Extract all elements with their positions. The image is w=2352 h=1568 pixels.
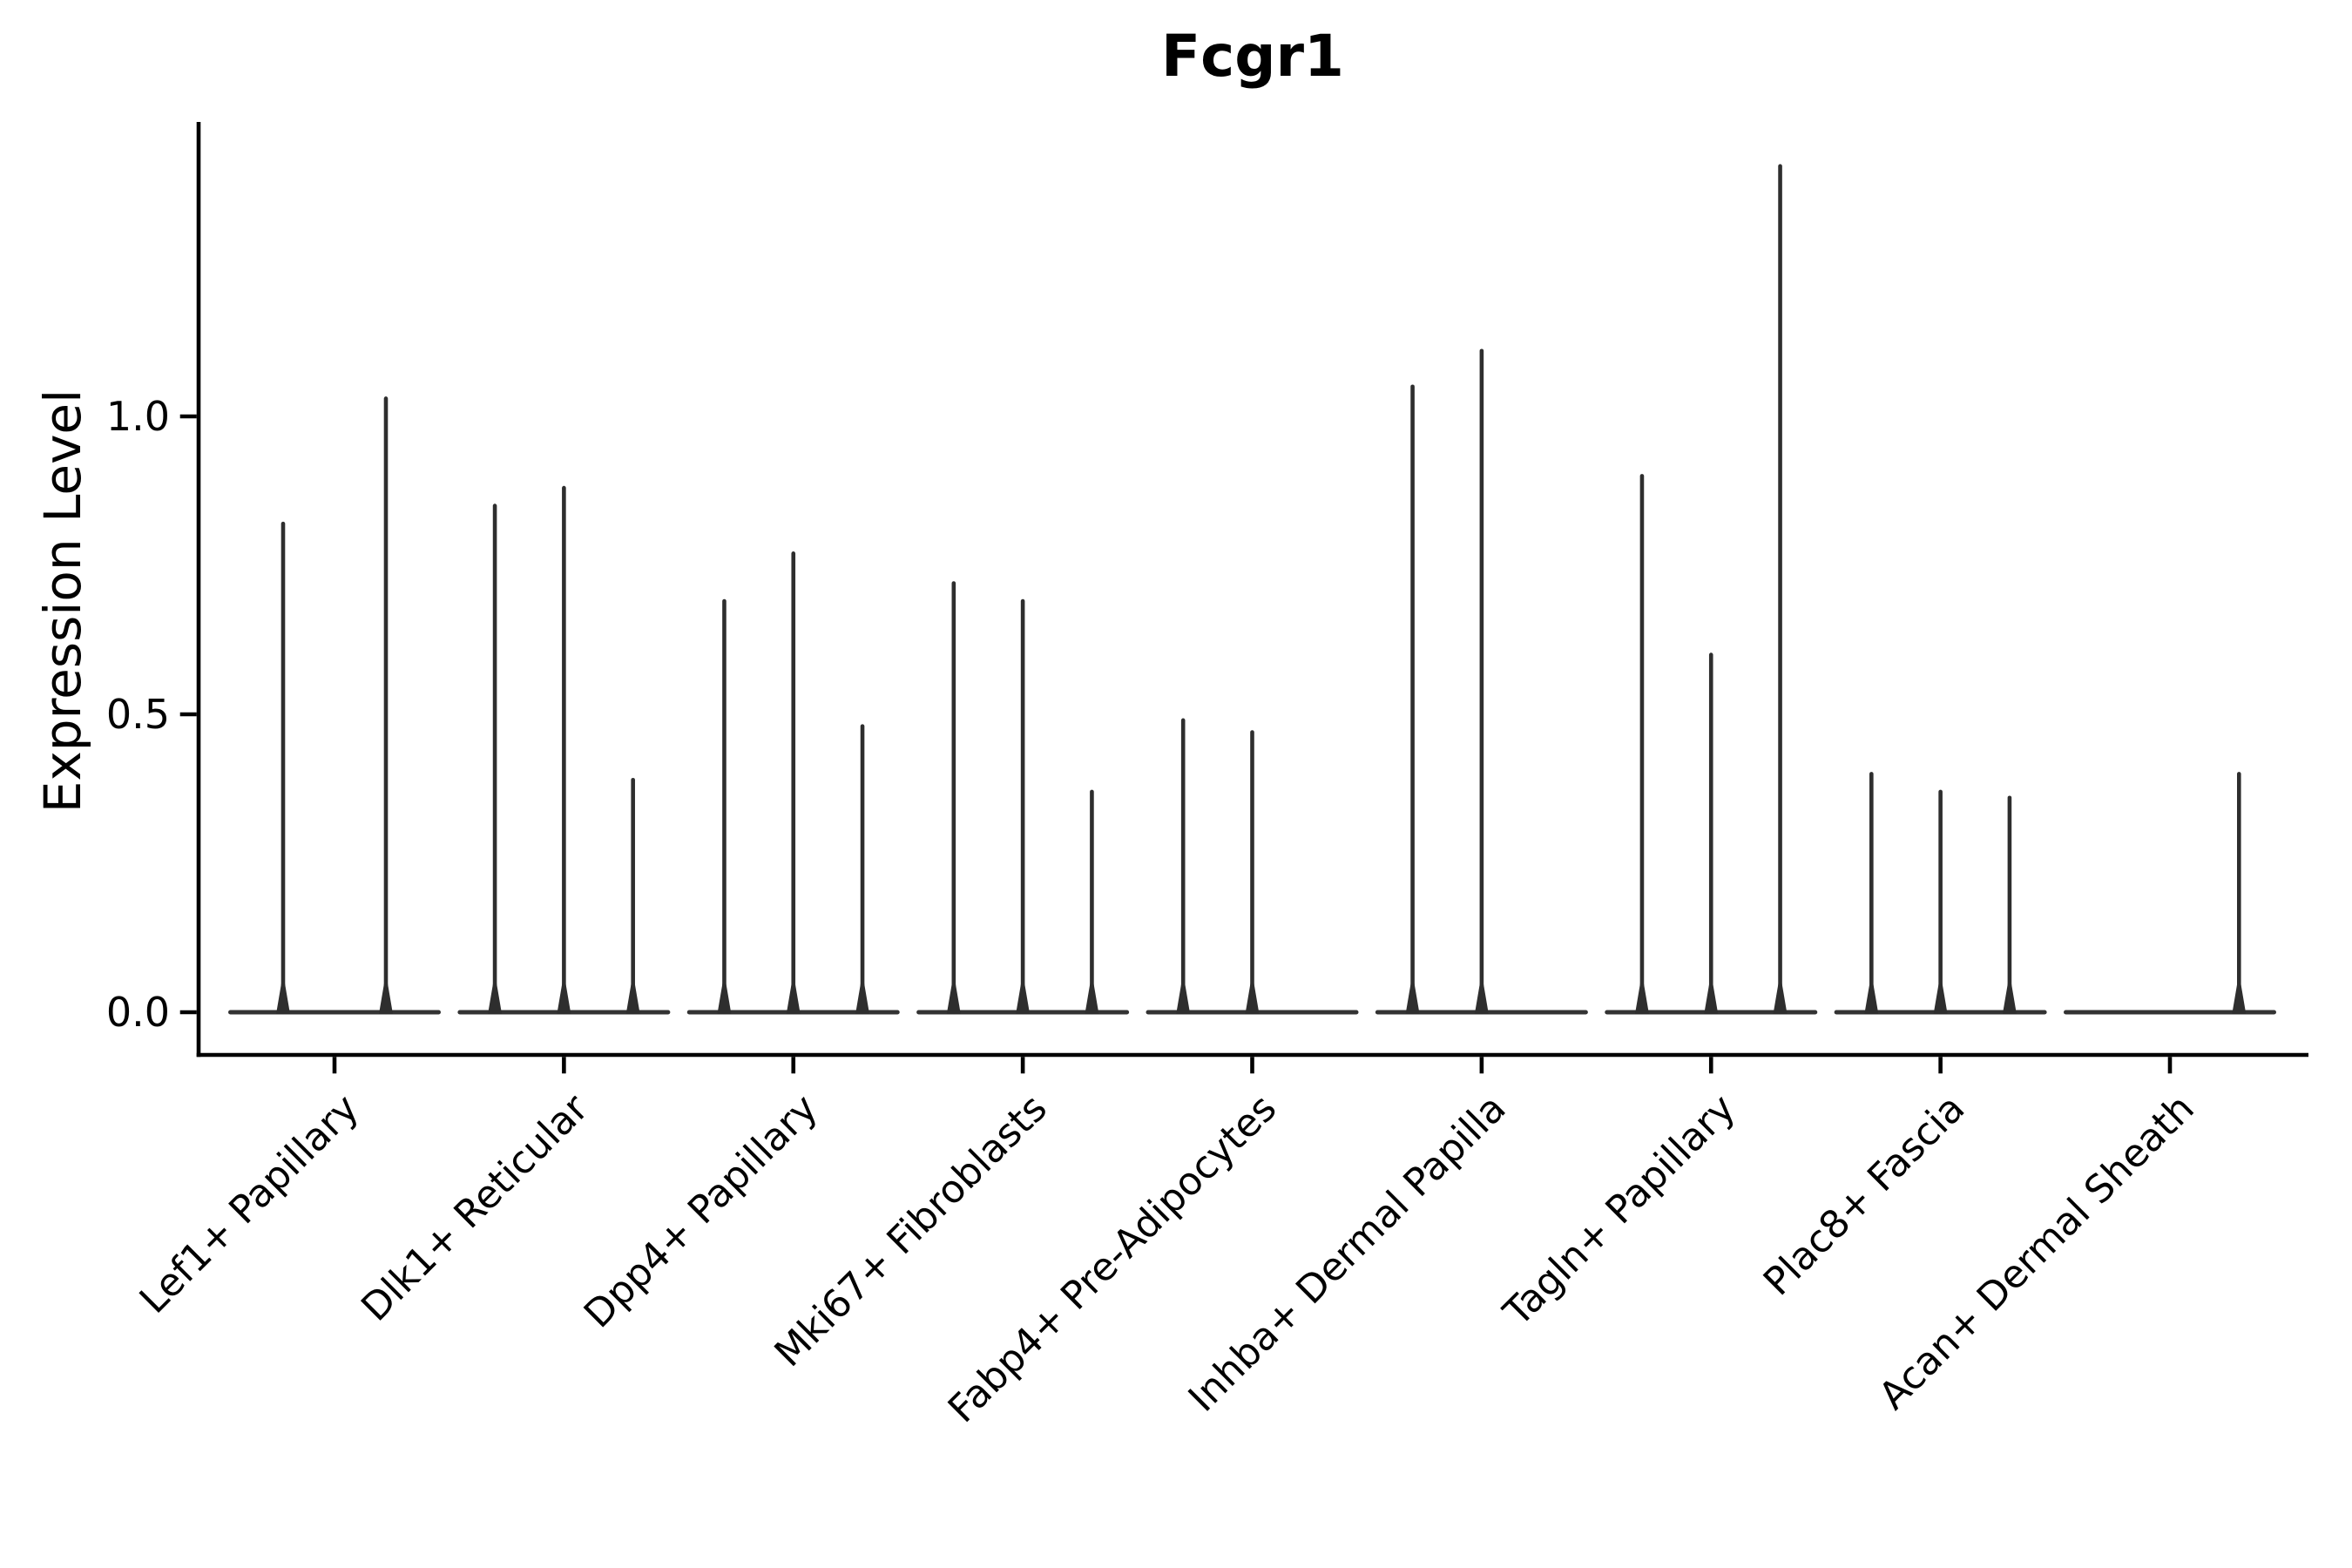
x-category-label: Dpp4+ Papillary [576, 1086, 827, 1337]
y-tick-label: 0.5 [106, 691, 170, 738]
chart-title: Fcgr1 [1161, 23, 1344, 90]
x-category-label: Tagln+ Papillary [1495, 1086, 1744, 1335]
y-tick-label: 0.0 [106, 989, 170, 1036]
x-category-label: Plac8+ Fascia [1755, 1086, 1974, 1305]
y-tick-label: 1.0 [106, 393, 170, 440]
x-category-label: Dlk1+ Reticular [353, 1085, 598, 1330]
x-category-label: Lef1+ Papillary [132, 1086, 368, 1322]
